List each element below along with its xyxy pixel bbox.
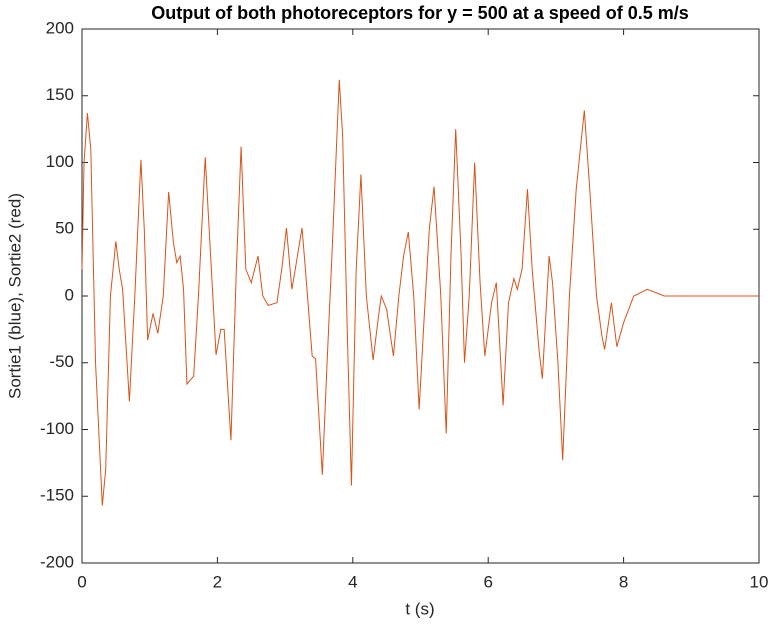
data-line [81, 79, 759, 506]
y-tick-label: 50 [55, 219, 74, 238]
y-tick-label: 200 [46, 18, 74, 37]
y-tick-label: -150 [40, 486, 74, 505]
chart-title: Output of both photoreceptors for y = 50… [151, 3, 689, 23]
x-tick-label: 4 [348, 572, 357, 591]
x-axis-label: t (s) [405, 599, 434, 618]
x-tick-label: 2 [213, 572, 222, 591]
x-tick-label: 0 [77, 572, 86, 591]
x-tick-label: 10 [750, 572, 769, 591]
y-tick-label: -200 [40, 552, 74, 571]
y-tick-label: -100 [40, 419, 74, 438]
y-tick-label: 100 [46, 152, 74, 171]
y-axis-label: Sortie1 (blue), Sortie2 (red) [5, 193, 24, 399]
y-tick-label: -50 [49, 352, 74, 371]
y-tick-label: 150 [46, 85, 74, 104]
x-tick-label: 6 [483, 572, 492, 591]
y-tick-label: 0 [65, 285, 74, 304]
x-tick-label: 8 [619, 572, 628, 591]
